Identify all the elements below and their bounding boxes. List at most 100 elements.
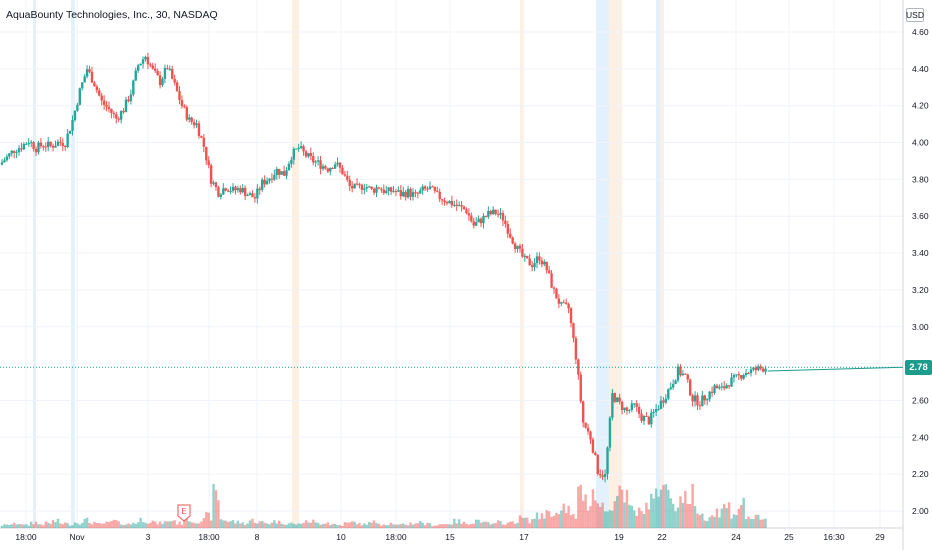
candle-body: [10, 150, 13, 154]
candle-body: [76, 104, 79, 111]
candle-body: [737, 374, 741, 376]
volume-bar: [698, 514, 702, 528]
candle-body: [382, 189, 385, 193]
candle-body: [115, 114, 118, 119]
volume-bar: [552, 515, 556, 528]
volume-bar: [389, 522, 393, 528]
candle-body: [528, 258, 531, 266]
candle-body: [290, 159, 293, 164]
volume-bar: [538, 519, 541, 528]
candle-body: [207, 160, 210, 166]
volume-bar: [326, 522, 330, 528]
volume-bar: [764, 518, 767, 528]
candle-body: [659, 400, 663, 409]
volume-bar: [421, 522, 424, 528]
candle-body: [88, 69, 91, 72]
currency-label[interactable]: USD: [906, 8, 924, 22]
candle-body: [93, 82, 96, 87]
volume-bar: [494, 523, 497, 528]
candle-body: [574, 338, 578, 360]
volume-bar: [647, 509, 651, 528]
volume-bar: [613, 501, 616, 528]
candle-body: [380, 188, 383, 190]
volume-bar: [20, 524, 23, 528]
candle-body: [616, 397, 619, 402]
candle-body: [599, 473, 602, 476]
volume-bar: [51, 520, 55, 528]
candle-body: [633, 403, 636, 405]
candle-body: [487, 210, 490, 217]
candle-body: [421, 186, 424, 191]
volume-bar: [562, 503, 565, 528]
candle-body: [365, 187, 368, 189]
candle-body: [742, 375, 745, 379]
candle-body: [645, 416, 648, 418]
candle-body: [759, 366, 762, 369]
candle-body: [246, 195, 249, 197]
candle-body: [715, 385, 719, 389]
volume-bar: [8, 525, 11, 528]
candle-body: [324, 166, 327, 169]
volume-bar: [586, 510, 590, 528]
volume-bar: [703, 520, 706, 528]
volume-bar: [343, 522, 347, 528]
candle-body: [713, 385, 716, 393]
candle-body: [477, 218, 480, 223]
volume-bar: [504, 524, 507, 528]
session-band-post: [520, 0, 523, 528]
volume-bar: [95, 522, 99, 528]
candle-body: [234, 186, 237, 191]
y-tick-label: 3.80: [912, 174, 929, 184]
x-tick-label: 15: [445, 532, 455, 542]
volume-bar: [348, 522, 351, 528]
candle-body: [168, 68, 171, 70]
candle-body: [141, 59, 145, 64]
volume-bar: [144, 522, 147, 528]
candle-body: [226, 190, 230, 192]
earnings-marker[interactable]: E: [177, 504, 191, 522]
candle-body: [594, 452, 597, 456]
volume-bar: [380, 525, 383, 528]
volume-bar: [543, 518, 546, 528]
candle-body: [307, 153, 310, 157]
volume-bar: [742, 497, 745, 528]
candle-body: [526, 255, 529, 259]
candle-body: [61, 142, 64, 146]
volume-bar: [737, 508, 741, 528]
volume-bar: [132, 522, 135, 528]
y-tick-label: 3.40: [912, 248, 929, 258]
y-tick-label: 3.60: [912, 211, 929, 221]
candle-body: [453, 204, 456, 206]
volume-bar: [338, 525, 342, 528]
candle-body: [304, 151, 308, 157]
volume-bar: [139, 517, 142, 528]
candle-body: [144, 56, 147, 60]
x-tick-label: 18:00: [385, 532, 407, 542]
volume-bar: [188, 521, 191, 528]
volume-bar: [735, 515, 738, 528]
earnings-flag-icon: [177, 504, 191, 522]
candle-body: [596, 455, 599, 474]
candle-body: [411, 192, 415, 197]
volume-bar: [635, 515, 638, 528]
volume-bar: [175, 524, 179, 528]
candle-body: [601, 475, 604, 477]
candle-body: [577, 359, 580, 375]
candle-body: [725, 385, 728, 389]
candle-body: [248, 193, 252, 196]
candle-body: [27, 143, 30, 145]
candle-body: [134, 70, 137, 81]
candle-body: [331, 167, 334, 169]
volume-bar: [81, 522, 84, 528]
volume-bar: [436, 525, 439, 528]
volume-bar: [158, 521, 162, 528]
x-tick-label: 18:00: [198, 532, 220, 542]
volume-bar: [589, 506, 592, 528]
volume-bar: [375, 522, 378, 528]
volume-bar: [564, 512, 568, 528]
candle-body: [321, 166, 325, 169]
candle-body: [664, 398, 668, 403]
candle-body: [416, 192, 420, 194]
